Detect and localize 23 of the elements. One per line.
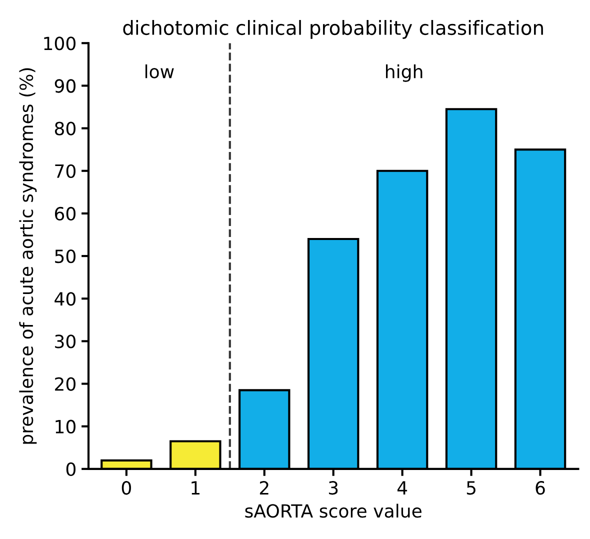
y-tick-label: 30 [55,334,76,348]
x-tick-label: 3 [328,481,338,495]
y-tick-label: 0 [66,462,76,476]
annotation: high [386,64,422,82]
y-axis-title: prevalence of acute aortic syndromes (%) [19,68,37,444]
y-tick-label: 40 [54,292,76,306]
annotation: low [145,64,174,78]
x-tick-label: 4 [397,481,408,494]
y-tick-label: 90 [54,79,76,93]
x-tick-label: 1 [192,481,200,494]
x-tick-label: 6 [536,481,545,495]
x-tick-label: 5 [466,481,476,495]
y-tick-label: 10 [56,420,76,434]
x-tick-label: 2 [260,481,268,494]
y-tick-label: 60 [54,206,76,221]
y-tick-label: 80 [54,122,76,136]
y-tick-label: 70 [55,164,76,178]
x-axis-title: sAORTA score value [245,504,422,518]
y-tick-label: 20 [55,377,76,391]
chart-title: dichotomic clinical probability classification [123,20,543,39]
y-tick-label: 50 [55,249,76,264]
y-tick-label: 100 [44,36,76,50]
x-tick-label: 0 [122,481,131,495]
